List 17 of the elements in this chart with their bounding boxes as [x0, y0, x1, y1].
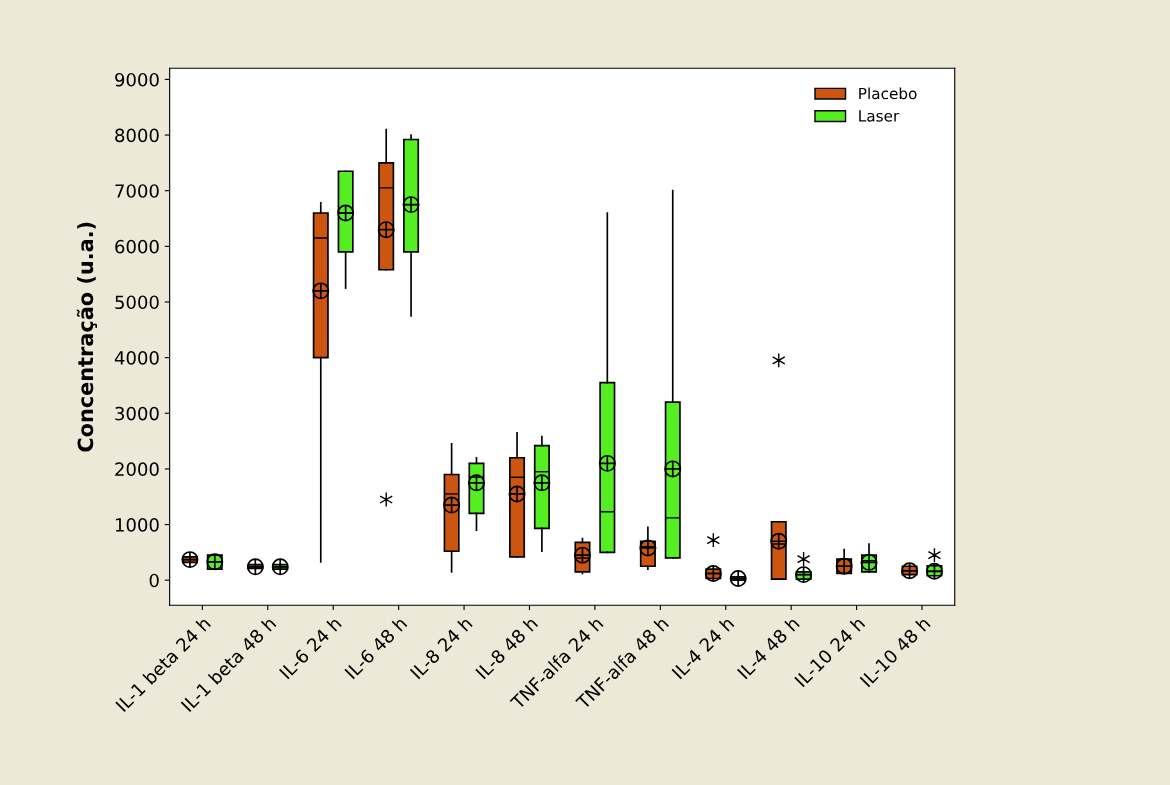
y-tick-label: 5000	[115, 295, 159, 310]
x-tick-label: IL-6 24 h	[278, 616, 343, 680]
x-tick-label: IL-6 48 h	[344, 616, 408, 680]
legend-label: Laser	[859, 110, 900, 122]
y-tick-label: 3000	[115, 406, 159, 421]
x-tick-label: IL-8 24 h	[409, 616, 473, 680]
y-tick-label: 9000	[115, 72, 159, 87]
y-tick-label: 0	[149, 573, 159, 588]
legend-label: Placebo	[859, 87, 917, 100]
y-tick-label: 2000	[115, 462, 159, 477]
y-tick-label: 6000	[115, 239, 159, 254]
y-tick-label: 4000	[114, 351, 159, 365]
x-tick-label: IL-4 24 h	[671, 616, 735, 680]
y-axis-title: Concentração (u.a.)	[76, 222, 98, 452]
y-tick-label: 1000	[115, 518, 159, 532]
y-tick-label: 7000	[115, 184, 159, 198]
y-tick-label: 8000	[115, 128, 159, 143]
